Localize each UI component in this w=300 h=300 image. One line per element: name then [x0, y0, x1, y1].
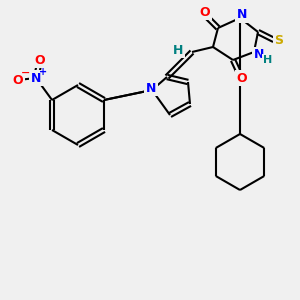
Text: −: − — [21, 68, 31, 78]
Text: O: O — [13, 74, 23, 86]
Text: N: N — [254, 49, 264, 62]
Text: O: O — [35, 53, 45, 67]
Text: H: H — [173, 44, 183, 56]
Text: H: H — [263, 55, 273, 65]
Text: O: O — [237, 71, 247, 85]
Text: S: S — [274, 34, 284, 46]
Text: N: N — [31, 71, 41, 85]
Text: O: O — [200, 5, 210, 19]
Text: N: N — [146, 82, 156, 94]
Text: N: N — [237, 8, 247, 22]
Text: +: + — [39, 67, 47, 77]
